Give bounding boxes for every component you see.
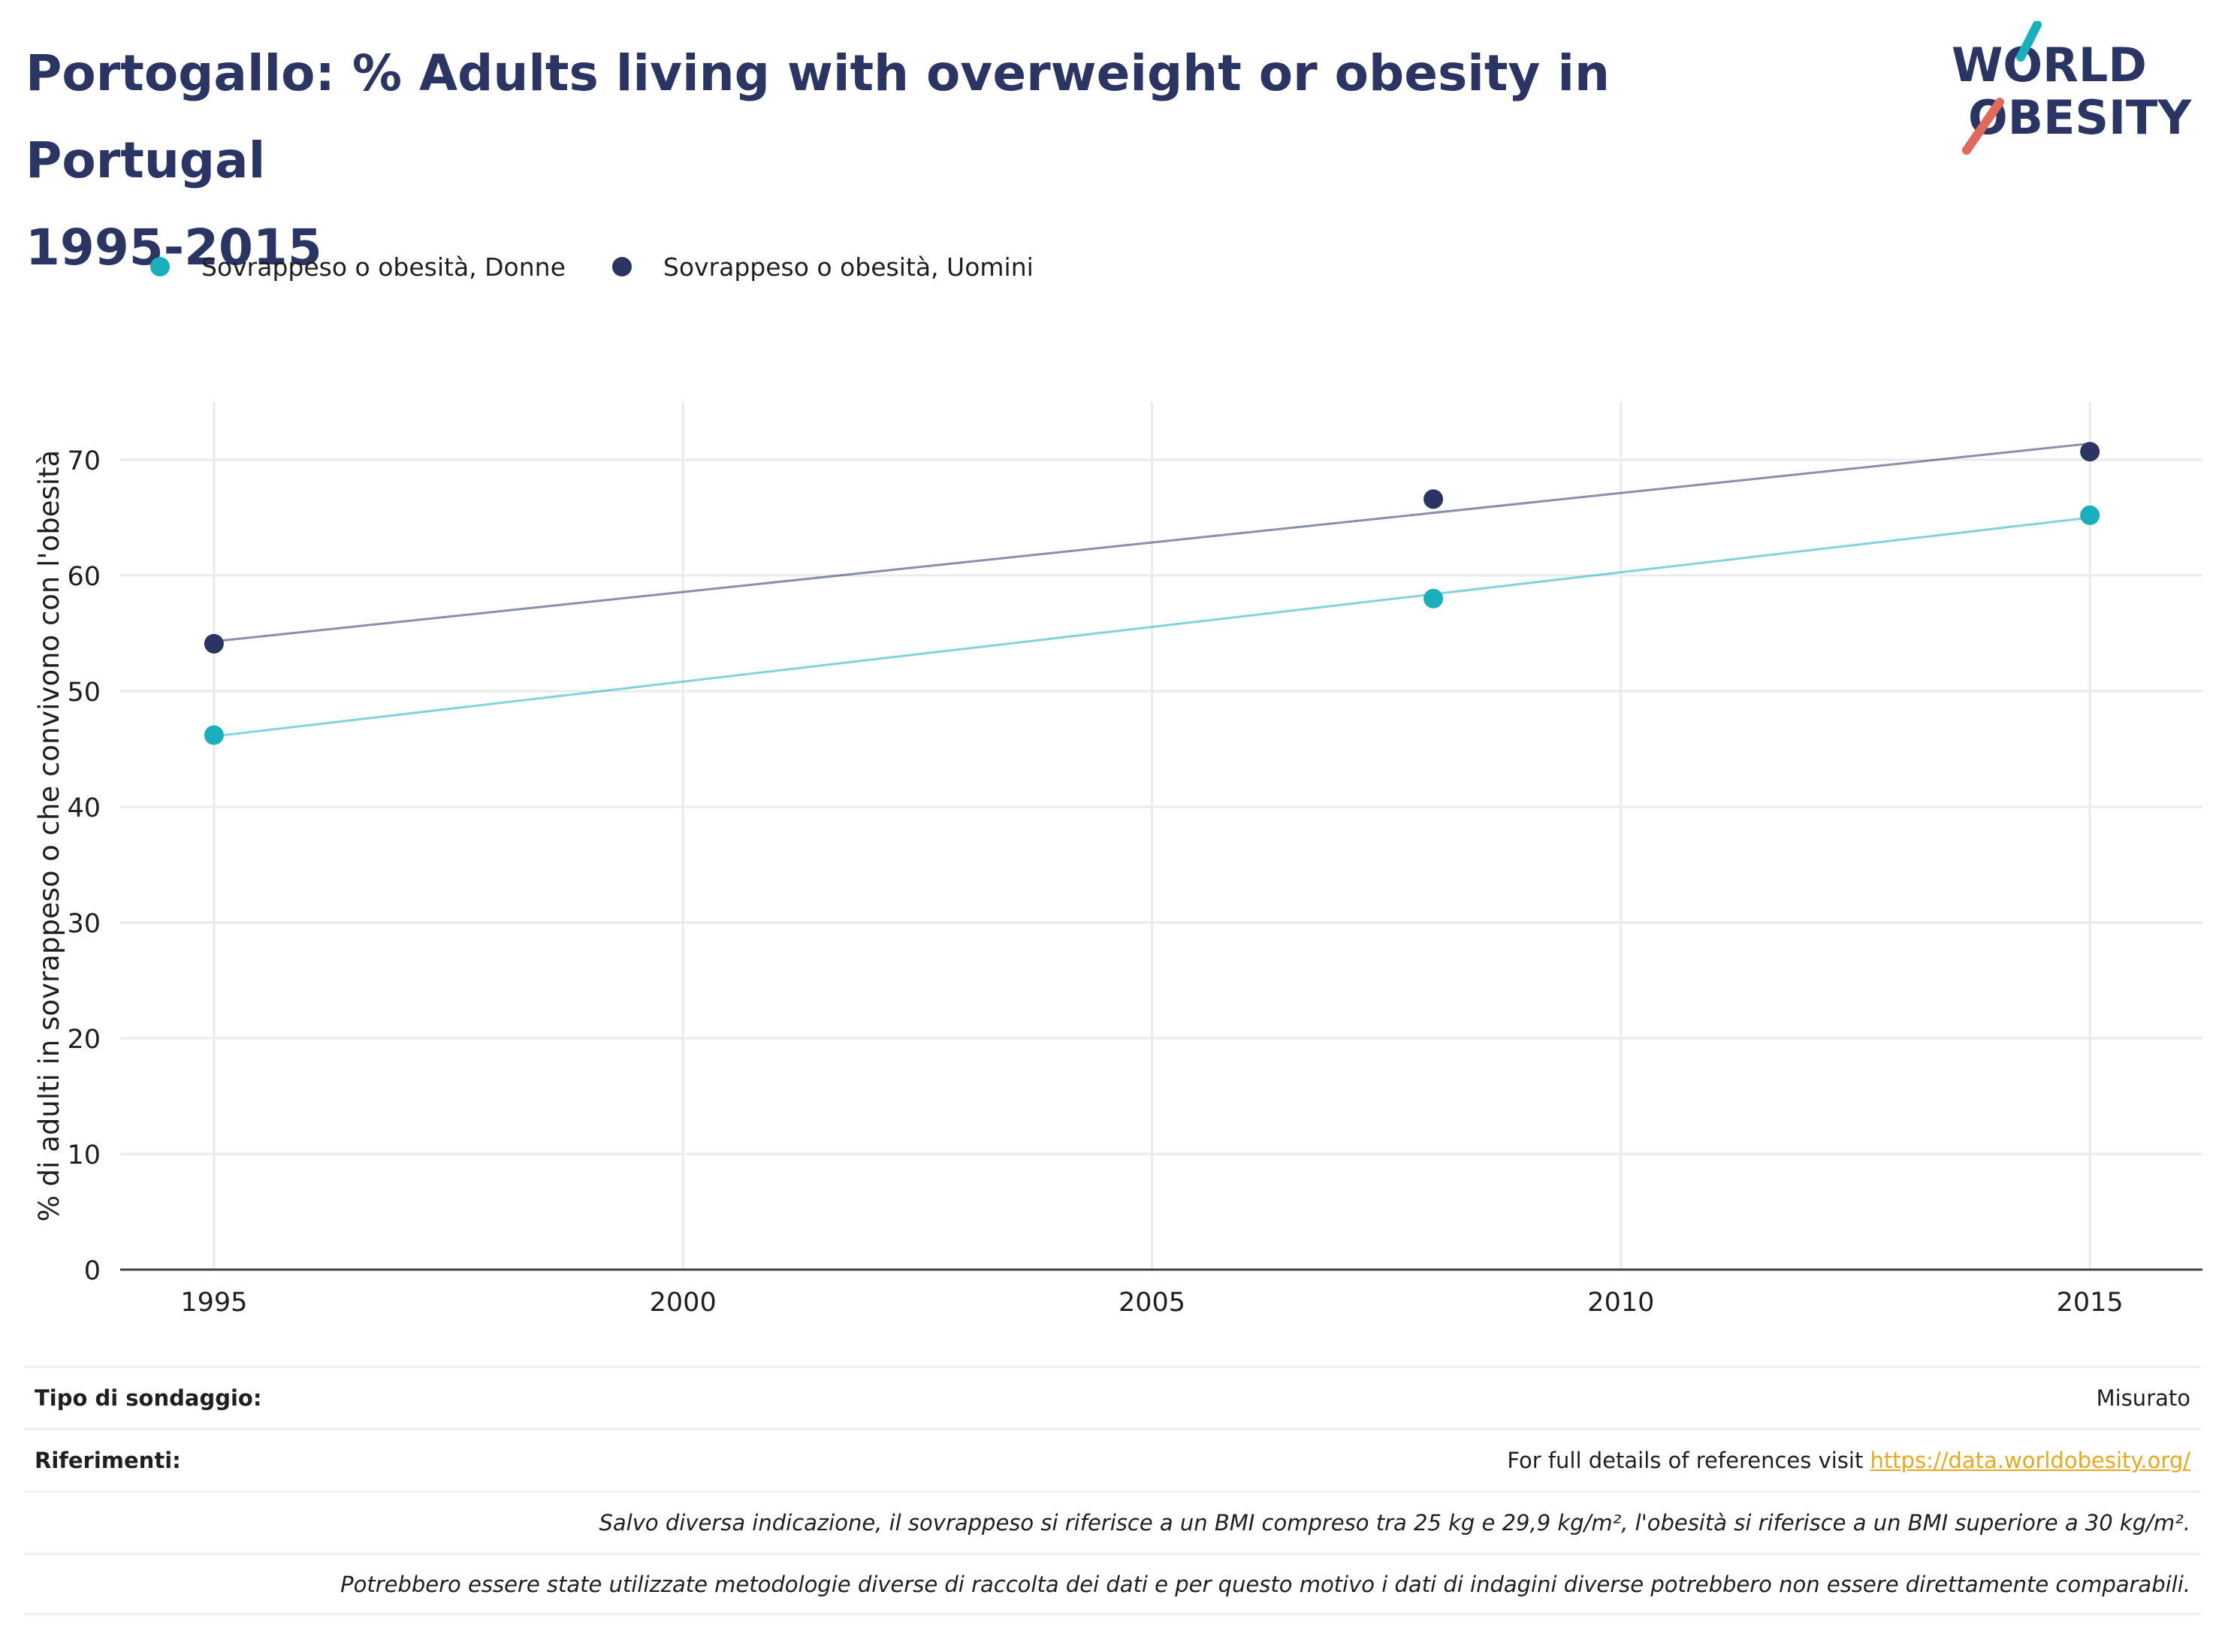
x-tick-label: 2005: [1119, 1288, 1185, 1318]
note-bmi-definition: Salvo diversa indicazione, il sovrappeso…: [599, 1510, 2190, 1536]
legend-marker-uomini: [611, 257, 632, 276]
world-obesity-logo: WORLD OBESITY: [1952, 21, 2192, 155]
legend-item-uomini[interactable]: Sovrappeso o obesità, Uomini: [611, 252, 1034, 282]
chart-canvas: 0 10 20 30 40 50 60 70 1995 2000 2005 2010 2015 % di …: [33, 402, 2202, 1318]
x-tick-label: 2000: [650, 1288, 717, 1318]
legend-marker-donne: [150, 257, 170, 276]
y-tick-label: 20: [67, 1025, 101, 1055]
data-point-donne: [204, 725, 224, 745]
data-point-donne: [1423, 588, 1444, 609]
trendline-uomini: [213, 442, 2091, 643]
y-tick-label: 30: [67, 909, 101, 939]
logo-line-2: OBESITY: [1968, 90, 2192, 145]
references-text: For full details of references visit: [1507, 1448, 1870, 1473]
x-tick-label: 2015: [2057, 1288, 2124, 1318]
x-tick-label: 2010: [1587, 1288, 1654, 1318]
footer-row-note-bmi: Salvo diversa indicazione, il sovrappeso…: [24, 1490, 2201, 1553]
note-methodology: Potrebbero essere state utilizzate metod…: [340, 1571, 2190, 1597]
survey-type-label: Tipo di sondaggio:: [35, 1385, 262, 1411]
survey-type-value: Misurato: [2096, 1385, 2190, 1411]
title-line-2: 1995-2015: [26, 219, 322, 276]
footer-row-survey-type: Tipo di sondaggio: Misurato: [24, 1366, 2201, 1428]
footer-row-references: Riferimenti: For full details of referen…: [24, 1428, 2201, 1490]
y-tick-label: 10: [67, 1140, 101, 1170]
y-tick-label: 40: [67, 793, 101, 823]
logo-coral-slash: [1962, 98, 2004, 155]
y-tick-label: 70: [67, 446, 101, 476]
legend-item-donne[interactable]: Sovrappeso o obesità, Donne: [150, 252, 566, 282]
data-point-uomini: [204, 633, 224, 654]
footer-row-note-methodology: Potrebbero essere state utilizzate metod…: [24, 1553, 2201, 1615]
logo-line-1: WORLD: [1952, 38, 2147, 92]
chart-legend: Sovrappeso o obesità, Donne Sovrappeso o…: [150, 244, 1080, 289]
y-tick-label: 60: [67, 562, 101, 592]
data-point-uomini: [1423, 489, 1444, 509]
y-tick-label: 0: [84, 1256, 101, 1286]
x-tick-label: 1995: [180, 1288, 247, 1318]
data-point-donne: [2080, 505, 2100, 525]
chart-footer: Tipo di sondaggio: Misurato Riferimenti:…: [24, 1366, 2201, 1615]
y-tick-label: 50: [67, 678, 101, 708]
y-axis-title: % di adulti in sovrappeso o che convivon…: [33, 450, 65, 1222]
title-line-1: Portogallo: % Adults living with overwei…: [26, 44, 1611, 189]
references-link[interactable]: https://data.worldobesity.org/: [1870, 1448, 2190, 1473]
data-point-uomini: [2080, 442, 2100, 462]
legend-label-donne: Sovrappeso o obesità, Donne: [201, 252, 566, 282]
page-title: Portogallo: % Adults living with overwei…: [26, 30, 1866, 291]
references-label: Riferimenti:: [35, 1448, 181, 1473]
logo-teal-slash: [2016, 21, 2042, 62]
trendline-donne: [213, 516, 2091, 738]
references-value: For full details of references visit htt…: [1507, 1448, 2190, 1473]
legend-label-uomini: Sovrappeso o obesità, Uomini: [663, 252, 1034, 282]
